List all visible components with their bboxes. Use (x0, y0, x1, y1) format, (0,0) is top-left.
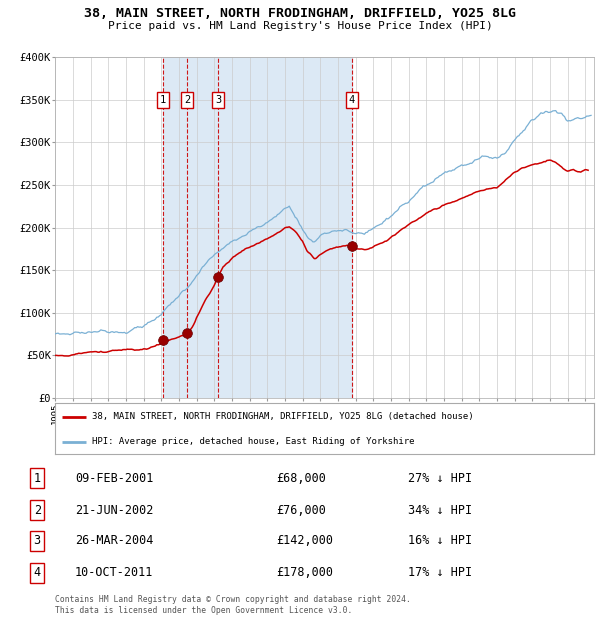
Text: £68,000: £68,000 (276, 472, 326, 485)
Text: £142,000: £142,000 (276, 534, 333, 547)
Text: 21-JUN-2002: 21-JUN-2002 (75, 504, 154, 516)
Text: £178,000: £178,000 (276, 567, 333, 580)
Text: 38, MAIN STREET, NORTH FRODINGHAM, DRIFFIELD, YO25 8LG: 38, MAIN STREET, NORTH FRODINGHAM, DRIFF… (84, 7, 516, 20)
Text: HPI: Average price, detached house, East Riding of Yorkshire: HPI: Average price, detached house, East… (92, 437, 415, 446)
Text: 4: 4 (349, 95, 355, 105)
Text: 17% ↓ HPI: 17% ↓ HPI (408, 567, 472, 580)
Text: 10-OCT-2011: 10-OCT-2011 (75, 567, 154, 580)
Text: 2: 2 (184, 95, 190, 105)
Text: 1: 1 (34, 472, 41, 485)
Text: 1: 1 (160, 95, 166, 105)
Text: 3: 3 (34, 534, 41, 547)
Text: 34% ↓ HPI: 34% ↓ HPI (408, 504, 472, 516)
Bar (163, 57, 352, 398)
Text: 16% ↓ HPI: 16% ↓ HPI (408, 534, 472, 547)
Text: 09-FEB-2001: 09-FEB-2001 (75, 472, 154, 485)
Text: 4: 4 (34, 567, 41, 580)
Text: 3: 3 (215, 95, 221, 105)
Text: 2: 2 (34, 504, 41, 516)
Text: 26-MAR-2004: 26-MAR-2004 (75, 534, 154, 547)
Text: 27% ↓ HPI: 27% ↓ HPI (408, 472, 472, 485)
Text: This data is licensed under the Open Government Licence v3.0.: This data is licensed under the Open Gov… (55, 606, 353, 616)
Text: Price paid vs. HM Land Registry's House Price Index (HPI): Price paid vs. HM Land Registry's House … (107, 21, 493, 31)
Text: Contains HM Land Registry data © Crown copyright and database right 2024.: Contains HM Land Registry data © Crown c… (55, 595, 411, 604)
Text: £76,000: £76,000 (276, 504, 326, 516)
Text: 38, MAIN STREET, NORTH FRODINGHAM, DRIFFIELD, YO25 8LG (detached house): 38, MAIN STREET, NORTH FRODINGHAM, DRIFF… (92, 412, 473, 421)
